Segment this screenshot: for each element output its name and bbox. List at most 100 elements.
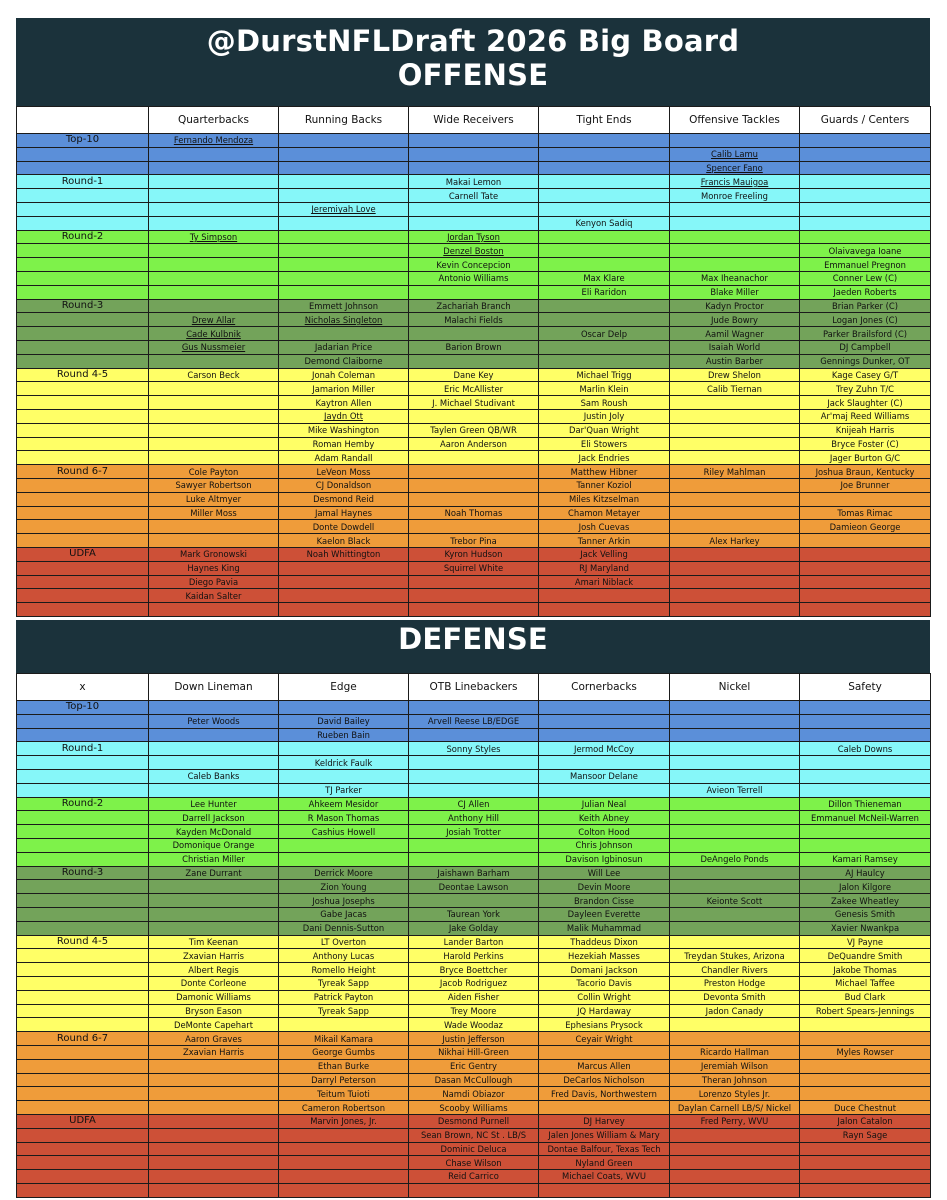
tier-label bbox=[16, 477, 149, 493]
player-cell bbox=[408, 326, 539, 341]
player-cell bbox=[408, 727, 539, 743]
defense-board-row: Round-1 Sonny Styles Jermod McCoy Caleb Dow… bbox=[16, 741, 931, 757]
player-cell bbox=[538, 257, 670, 272]
player-cell: Gus Nussmeier bbox=[148, 339, 279, 355]
player-cell bbox=[799, 201, 931, 217]
player-cell bbox=[408, 491, 539, 507]
player-cell: Nicholas Singleton bbox=[278, 312, 409, 328]
player-cell bbox=[148, 741, 279, 757]
tier-label: Round-2 bbox=[16, 796, 149, 812]
player-cell bbox=[148, 533, 279, 548]
player-cell bbox=[669, 920, 800, 936]
tier-label: UDFA bbox=[16, 1113, 149, 1129]
player-cell bbox=[148, 1058, 279, 1074]
player-cell: Jamal Haynes bbox=[278, 505, 409, 521]
player-cell bbox=[799, 824, 931, 839]
player-cell bbox=[538, 1182, 670, 1198]
player-cell: Damieon George bbox=[799, 519, 931, 535]
defense-board-row: Cameron Robertson Scooby Williams Daylan C… bbox=[16, 1100, 931, 1115]
tier-label: Top-10 bbox=[16, 700, 149, 715]
player-cell bbox=[408, 450, 539, 466]
player-cell bbox=[278, 229, 409, 245]
player-cell: DJ Campbell bbox=[799, 339, 931, 355]
player-cell: Tyreak Sapp bbox=[278, 975, 409, 991]
offense-board-row: Spencer Fano bbox=[16, 160, 931, 176]
defense-column-header: Down Lineman bbox=[148, 673, 279, 701]
player-cell bbox=[669, 450, 800, 466]
player-cell bbox=[799, 782, 931, 798]
player-cell bbox=[669, 436, 800, 452]
player-cell: Noah Whittington bbox=[278, 546, 409, 562]
player-cell bbox=[669, 574, 800, 590]
player-cell: Alex Harkey bbox=[669, 533, 800, 548]
player-cell bbox=[669, 505, 800, 521]
player-cell: Teitum Tuioti bbox=[278, 1086, 409, 1102]
player-cell bbox=[799, 229, 931, 245]
player-cell bbox=[148, 920, 279, 936]
player-cell bbox=[408, 837, 539, 853]
tier-label bbox=[16, 146, 149, 162]
player-cell: Jack Velling bbox=[538, 546, 670, 562]
player-cell: Kevin Concepcion bbox=[408, 257, 539, 272]
player-cell bbox=[669, 796, 800, 812]
player-cell: Kyron Hudson bbox=[408, 546, 539, 562]
tier-label bbox=[16, 201, 149, 217]
tier-label bbox=[16, 1155, 149, 1171]
defense-column-header: Edge bbox=[278, 673, 409, 701]
player-cell bbox=[538, 229, 670, 245]
player-cell: Zxavian Harris bbox=[148, 1044, 279, 1060]
player-cell: Trey Moore bbox=[408, 1003, 539, 1019]
player-cell bbox=[148, 893, 279, 908]
player-cell: Carson Beck bbox=[148, 367, 279, 383]
tier-label: Round-3 bbox=[16, 865, 149, 881]
player-cell bbox=[669, 934, 800, 950]
player-cell: Jack Endries bbox=[538, 450, 670, 466]
player-cell bbox=[278, 1017, 409, 1033]
player-cell: Dontae Balfour, Texas Tech bbox=[538, 1141, 670, 1157]
player-cell bbox=[278, 215, 409, 231]
player-cell bbox=[148, 270, 279, 286]
player-cell bbox=[148, 782, 279, 798]
tier-label bbox=[16, 188, 149, 203]
player-cell: Darryl Peterson bbox=[278, 1072, 409, 1088]
player-cell: Francis Mauigoa bbox=[669, 174, 800, 190]
player-cell bbox=[799, 1155, 931, 1171]
player-cell: Ceyair Wright bbox=[538, 1031, 670, 1046]
player-cell bbox=[669, 1031, 800, 1046]
player-cell: Demond Claiborne bbox=[278, 353, 409, 369]
player-cell bbox=[278, 326, 409, 341]
defense-column-header: Cornerbacks bbox=[538, 673, 670, 701]
player-cell: Josh Cuevas bbox=[538, 519, 670, 535]
defense-board-row: Reid Carrico Michael Coats, WVU bbox=[16, 1169, 931, 1184]
tier-label bbox=[16, 948, 149, 964]
player-cell bbox=[278, 257, 409, 272]
defense-board-row: Sean Brown, NC St . LB/S Jalen Jones Will… bbox=[16, 1127, 931, 1143]
player-cell bbox=[799, 533, 931, 548]
player-cell: Treydan Stukes, Arizona bbox=[669, 948, 800, 964]
player-cell: Arvell Reese LB/EDGE bbox=[408, 713, 539, 729]
player-cell: Knijeah Harris bbox=[799, 422, 931, 438]
player-cell: George Gumbs bbox=[278, 1044, 409, 1060]
defense-board-row: Joshua Josephs Brandon Cisse Keionte Scott… bbox=[16, 893, 931, 908]
player-cell bbox=[669, 477, 800, 493]
player-cell: Jalon Catalon bbox=[799, 1113, 931, 1129]
defense-board-row: Zxavian Harris Anthony Lucas Harold Perkin… bbox=[16, 948, 931, 964]
player-cell: Tomas Rimac bbox=[799, 505, 931, 521]
player-cell bbox=[148, 436, 279, 452]
defense-board-row: Christian Miller Davison Igbinosun DeAngel… bbox=[16, 851, 931, 867]
player-cell: Jadarian Price bbox=[278, 339, 409, 355]
player-cell bbox=[408, 464, 539, 479]
player-cell bbox=[278, 768, 409, 784]
tier-label bbox=[16, 879, 149, 895]
player-cell: Christian Miller bbox=[148, 851, 279, 867]
tier-label bbox=[16, 560, 149, 576]
player-cell: Justin Joly bbox=[538, 408, 670, 424]
offense-header: @DurstNFLDraft 2026 Big Board OFFENSE bbox=[16, 18, 930, 106]
tier-label bbox=[16, 1169, 149, 1184]
tier-label bbox=[16, 782, 149, 798]
player-cell: Marcus Allen bbox=[538, 1058, 670, 1074]
offense-board-row: Cade Kulbnik Oscar Delp Aamil Wagner Parker… bbox=[16, 326, 931, 341]
player-cell: Ricardo Hallman bbox=[669, 1044, 800, 1060]
player-cell: Ty Simpson bbox=[148, 229, 279, 245]
player-cell: Adam Randall bbox=[278, 450, 409, 466]
